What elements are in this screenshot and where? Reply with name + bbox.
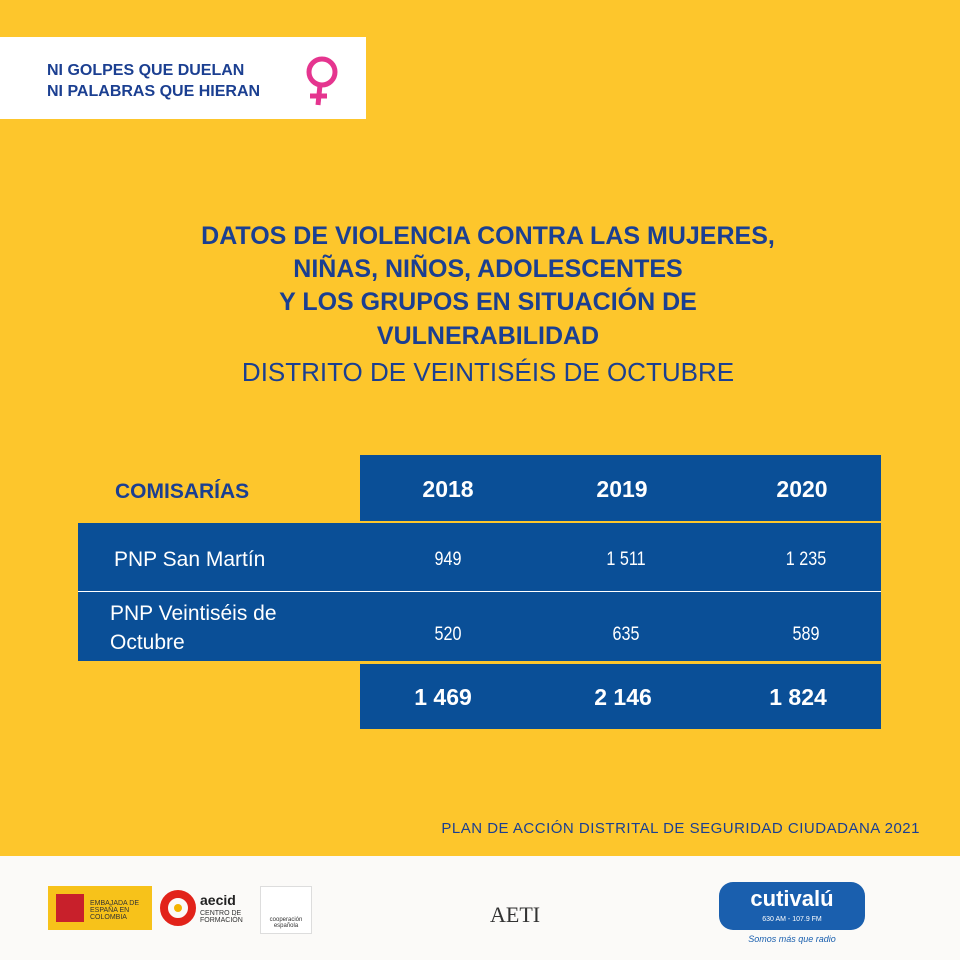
row-label: PNP San Martín bbox=[114, 548, 266, 571]
logo-text: Somos más que radio bbox=[748, 934, 836, 944]
logo-text: aecid bbox=[200, 892, 236, 908]
logo-text: cutivalú bbox=[750, 886, 834, 911]
cell: 1 235 bbox=[785, 549, 827, 570]
title-line: VULNERABILIDAD bbox=[376, 322, 600, 350]
logo-text: 630 AM - 107.9 FM bbox=[762, 916, 822, 923]
female-icon bbox=[306, 56, 338, 106]
title-line: NIÑAS, NIÑOS, ADOLESCENTES bbox=[293, 255, 683, 283]
radio-logo: cutivalú 630 AM - 107.9 FM bbox=[719, 882, 865, 930]
header-box: NI GOLPES QUE DUELAN NI PALABRAS QUE HIE… bbox=[0, 37, 366, 119]
shield bbox=[56, 894, 84, 922]
row-label: PNP Veintiséis de Octubre bbox=[110, 602, 277, 654]
footer: EMBAJADA DE ESPAÑA EN COLOMBIA aecid CEN… bbox=[0, 856, 960, 960]
coop-logo: cooperación española bbox=[260, 886, 312, 934]
table-body: PNP San Martín 949 1 511 1 235 PNP Veint… bbox=[78, 523, 881, 661]
column-header: 2018 bbox=[422, 476, 474, 502]
embassy-logo: EMBAJADA DE ESPAÑA EN COLOMBIA bbox=[48, 886, 152, 930]
cell: 589 bbox=[792, 624, 820, 645]
totals-row: 1 469 2 146 1 824 bbox=[360, 664, 881, 729]
logo-text: cooperación española bbox=[269, 917, 303, 929]
logo-text: CENTRO DE FORMACIÓN bbox=[200, 910, 243, 924]
total: 1 824 bbox=[769, 684, 827, 710]
header-line: NI PALABRAS QUE HIERAN bbox=[47, 83, 261, 100]
aecid-icon bbox=[160, 890, 196, 926]
logo-text: EMBAJADA DE ESPAÑA EN COLOMBIA bbox=[90, 900, 140, 921]
logo-text: AETI bbox=[490, 902, 541, 927]
total: 1 469 bbox=[414, 684, 472, 710]
cell: 1 511 bbox=[606, 549, 646, 570]
cell: 635 bbox=[612, 624, 640, 645]
header-line: NI GOLPES QUE DUELAN bbox=[47, 62, 245, 79]
column-header: COMISARÍAS bbox=[115, 480, 250, 503]
column-header: 2020 bbox=[776, 476, 828, 502]
title-line: DATOS DE VIOLENCIA CONTRA LAS MUJERES, bbox=[201, 222, 775, 250]
source: PLAN DE ACCIÓN DISTRITAL DE SEGURIDAD CI… bbox=[441, 820, 920, 837]
cell: 520 bbox=[434, 624, 462, 645]
title-line: Y LOS GRUPOS EN SITUACIÓN DE bbox=[279, 288, 697, 316]
row-separator bbox=[78, 591, 881, 592]
cell: 949 bbox=[434, 549, 462, 570]
header-row: 2018 2019 2020 bbox=[360, 455, 881, 521]
total: 2 146 bbox=[594, 684, 652, 710]
subtitle: DISTRITO DE VEINTISÉIS DE OCTUBRE bbox=[241, 357, 735, 387]
column-header: 2019 bbox=[596, 476, 648, 502]
